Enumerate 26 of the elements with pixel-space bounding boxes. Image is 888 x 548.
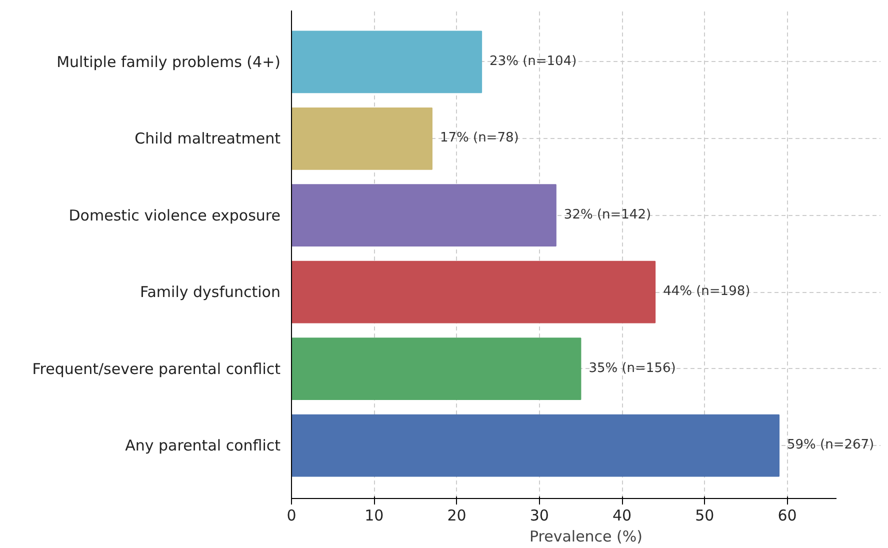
y-tick-label: Domestic violence exposure (68, 206, 281, 224)
y-tick-label: Frequent/severe parental conflict (32, 360, 281, 378)
x-tick-label: 40 (612, 506, 632, 524)
data-label: 23% (n=104) (490, 54, 577, 69)
x-tick-label: 10 (364, 506, 384, 524)
y-tick-label: Multiple family problems (4+) (56, 52, 281, 71)
bar (292, 338, 582, 400)
y-tick-label: Family dysfunction (140, 283, 281, 302)
data-label: 59% (n=267) (787, 438, 874, 453)
data-label: 44% (n=198) (663, 284, 750, 300)
data-label: 35% (n=156) (588, 360, 676, 376)
x-tick-label: 0 (286, 506, 296, 524)
x-tick-label: 20 (447, 506, 466, 524)
data-label: 32% (n=142) (564, 207, 652, 222)
bar (292, 30, 482, 94)
y-tick-label: Any parental conflict (125, 436, 281, 455)
x-tick-label: 50 (695, 506, 714, 524)
bar (292, 107, 432, 170)
bar (292, 260, 656, 324)
bar (292, 184, 556, 247)
bar (292, 414, 780, 477)
x-tick-label: 60 (778, 506, 797, 524)
x-axis-title: Prevalence (%) (529, 528, 643, 546)
data-label: 17% (n=78) (440, 130, 519, 146)
y-tick-label: Child maltreatment (134, 130, 281, 148)
x-tick-label: 30 (530, 506, 549, 524)
